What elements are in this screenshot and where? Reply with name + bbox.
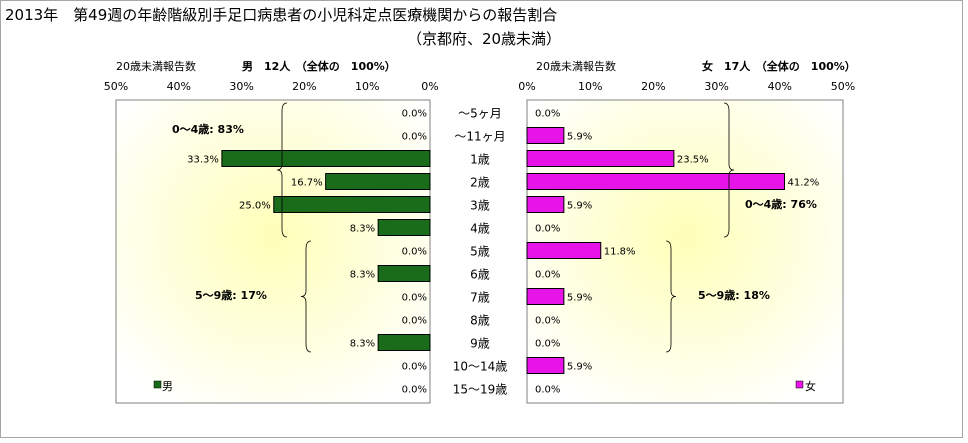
- category-label: 3歳: [470, 199, 490, 213]
- male-x-tick-label: 20%: [292, 80, 316, 93]
- male-data-label: 0.0%: [402, 109, 427, 120]
- female-data-label: 0.0%: [535, 385, 560, 396]
- male-x-tick-label: 10%: [355, 80, 379, 93]
- category-label: 8歳: [470, 314, 490, 328]
- chart-subtitle: （京都府、20歳未満）: [407, 30, 561, 48]
- male-bar: [377, 334, 431, 351]
- female-x-tick-label: 10%: [578, 80, 602, 93]
- male-bar: [377, 265, 431, 282]
- male-header-label: 20歳未満報告数: [116, 60, 196, 73]
- male-bar: [273, 196, 431, 213]
- female-annotation-5to9: 5～9歳: 18%: [698, 288, 770, 302]
- female-group-bracket: [723, 102, 735, 238]
- female-legend-swatch: [795, 380, 804, 389]
- male-legend-swatch: [153, 380, 162, 389]
- male-group-bracket: [300, 240, 312, 353]
- male-group-bracket: [276, 102, 288, 238]
- category-label: 4歳: [470, 222, 490, 236]
- male-x-tick-label: 40%: [167, 80, 191, 93]
- female-bar: [526, 127, 565, 144]
- category-label: 2歳: [470, 176, 490, 190]
- male-x-tick-label: 0%: [421, 80, 438, 93]
- category-label: 9歳: [470, 337, 490, 351]
- male-x-tick-label: 50%: [104, 80, 128, 93]
- male-header-sub: 男 12人 （全体の 100%）: [242, 59, 396, 73]
- chart-title: 2013年 第49週の年齢階級別手足口病患者の小児科定点医療機関からの報告割合: [5, 6, 557, 24]
- female-data-label: 11.8%: [604, 247, 636, 258]
- female-data-label: 5.9%: [567, 362, 592, 373]
- male-bar: [325, 173, 431, 190]
- male-data-label: 0.0%: [402, 247, 427, 258]
- category-label: ～5ヶ月: [458, 107, 502, 121]
- category-label: ～11ヶ月: [454, 130, 505, 144]
- category-label: 5歳: [470, 245, 490, 259]
- male-data-label: 33.3%: [187, 155, 219, 166]
- female-data-label: 0.0%: [535, 109, 560, 120]
- female-x-tick-label: 40%: [768, 80, 792, 93]
- female-data-label: 5.9%: [567, 201, 592, 212]
- female-x-tick-label: 0%: [518, 80, 535, 93]
- category-label: 15～19歳: [453, 383, 508, 397]
- female-data-label: 0.0%: [535, 339, 560, 350]
- male-data-label: 16.7%: [291, 178, 323, 189]
- female-data-label: 0.0%: [535, 270, 560, 281]
- male-bar: [221, 150, 431, 167]
- male-data-label: 0.0%: [402, 293, 427, 304]
- female-bar: [526, 196, 565, 213]
- male-data-label: 8.3%: [350, 224, 375, 235]
- male-legend-label: 男: [162, 380, 173, 393]
- female-x-tick-label: 30%: [704, 80, 728, 93]
- category-label: 10～14歳: [453, 360, 508, 374]
- male-data-label: 0.0%: [402, 362, 427, 373]
- male-x-tick-label: 30%: [229, 80, 253, 93]
- female-bar: [526, 242, 602, 259]
- female-data-label: 5.9%: [567, 293, 592, 304]
- male-plot-area: [115, 99, 431, 404]
- male-data-label: 8.3%: [350, 270, 375, 281]
- male-data-label: 0.0%: [402, 132, 427, 143]
- female-group-bracket: [665, 240, 677, 353]
- female-bar: [526, 173, 785, 190]
- female-legend-label: 女: [805, 379, 816, 393]
- female-data-label: 5.9%: [567, 132, 592, 143]
- female-data-label: 23.5%: [677, 155, 709, 166]
- category-label: 1歳: [470, 153, 490, 167]
- male-data-label: 25.0%: [239, 201, 271, 212]
- female-header-sub: 女 17人 （全体の 100%）: [702, 59, 856, 73]
- female-data-label: 41.2%: [788, 178, 820, 189]
- male-annotation-5to9: 5～9歳: 17%: [195, 288, 267, 302]
- female-header-label: 20歳未満報告数: [536, 60, 616, 73]
- female-x-tick-label: 20%: [641, 80, 665, 93]
- female-data-label: 0.0%: [535, 224, 560, 235]
- female-x-tick-label: 50%: [831, 80, 855, 93]
- female-bar: [526, 150, 675, 167]
- male-bar: [377, 219, 431, 236]
- male-data-label: 0.0%: [402, 316, 427, 327]
- female-data-label: 0.0%: [535, 316, 560, 327]
- category-label: 7歳: [470, 291, 490, 305]
- female-annotation-0to4: 0～4歳: 76%: [745, 197, 817, 211]
- category-label: 6歳: [470, 268, 490, 282]
- female-bar: [526, 288, 565, 305]
- male-annotation-0to4: 0～4歳: 83%: [172, 122, 244, 136]
- female-bar: [526, 357, 565, 374]
- male-data-label: 8.3%: [350, 339, 375, 350]
- male-data-label: 0.0%: [402, 385, 427, 396]
